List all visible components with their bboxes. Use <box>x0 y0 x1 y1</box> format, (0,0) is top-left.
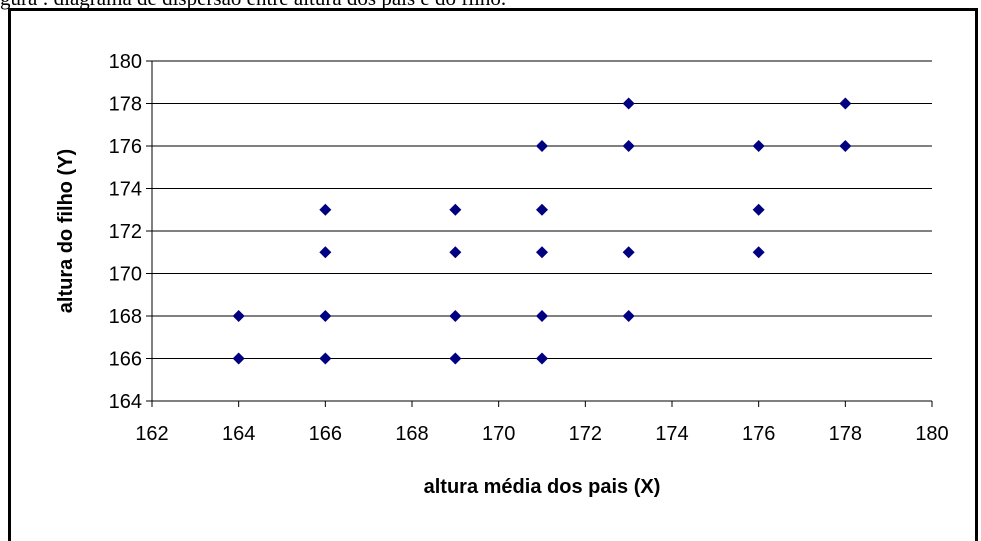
gridlines <box>152 60 932 359</box>
data-point <box>622 97 635 110</box>
x-tick-label: 180 <box>915 423 948 445</box>
data-point <box>449 310 462 322</box>
data-point <box>232 310 245 322</box>
y-tick-label: 168 <box>109 306 142 328</box>
y-tick-label: 178 <box>109 94 142 116</box>
x-axis-title: altura média dos pais (X) <box>424 476 661 498</box>
data-point <box>752 246 765 259</box>
y-tick-label: 172 <box>109 221 142 243</box>
data-point <box>536 246 548 259</box>
x-tick-labels: 162 164 166 168 170 172 174 176 178 180 <box>135 423 948 445</box>
y-tick-label: 164 <box>109 391 142 413</box>
data-point <box>622 246 635 259</box>
data-point <box>449 203 462 216</box>
x-tick-label: 178 <box>829 423 862 445</box>
data-point <box>319 352 332 365</box>
data-point <box>622 310 635 322</box>
y-tick-labels: 164 166 168 170 172 174 176 178 180 <box>109 51 142 413</box>
chart-frame <box>8 8 978 541</box>
x-tick-label: 164 <box>222 423 255 445</box>
x-tick-label: 170 <box>482 423 515 445</box>
data-point <box>536 203 548 216</box>
data-points <box>232 97 852 365</box>
data-point <box>536 352 548 365</box>
y-tick-label: 174 <box>109 179 142 201</box>
data-point <box>839 97 852 110</box>
data-point <box>622 140 635 152</box>
y-tick-label: 176 <box>109 136 142 158</box>
data-point <box>536 140 548 152</box>
data-point <box>449 246 462 259</box>
x-tick-label: 176 <box>742 423 775 445</box>
data-point <box>752 140 765 152</box>
y-tick-label: 170 <box>109 264 142 286</box>
x-tick-label: 168 <box>395 423 428 445</box>
x-tick-label: 166 <box>309 423 342 445</box>
axes <box>146 60 933 407</box>
data-point <box>752 203 765 216</box>
x-tick-label: 162 <box>135 423 168 445</box>
data-point <box>839 140 852 152</box>
data-point <box>536 310 548 322</box>
data-point <box>319 246 332 259</box>
data-point <box>232 352 245 365</box>
data-point <box>319 310 332 322</box>
x-tick-label: 172 <box>569 423 602 445</box>
y-axis-title: altura do filho (Y) <box>55 149 77 313</box>
y-tick-label: 166 <box>109 349 142 371</box>
data-point <box>319 203 332 216</box>
y-tick-label: 180 <box>109 51 142 73</box>
x-tick-label: 174 <box>655 423 688 445</box>
data-point <box>449 352 462 365</box>
caption-fragment: gura : diagrama de dispersão entre altur… <box>0 0 506 11</box>
